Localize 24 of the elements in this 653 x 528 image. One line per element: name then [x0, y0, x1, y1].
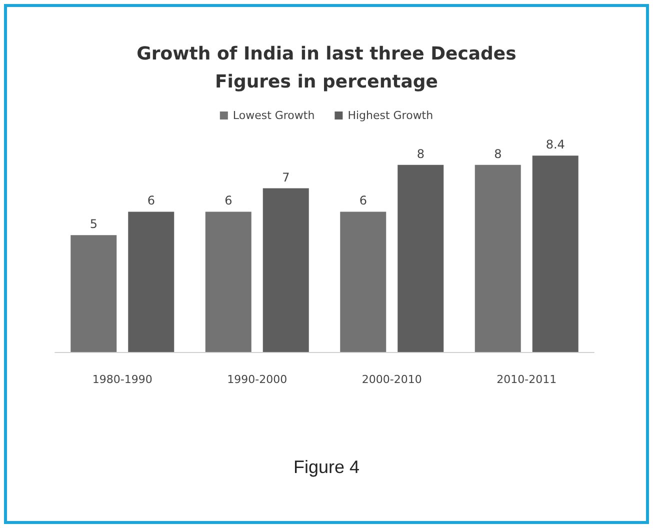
- caption: Figure 4: [292, 457, 361, 478]
- data-label: 6: [147, 194, 155, 208]
- x-tick-label: 1990-2000: [227, 373, 288, 386]
- data-label: 8.4: [546, 138, 565, 152]
- x-tick-label: 2010-2011: [496, 373, 557, 386]
- legend-label: Lowest Growth: [232, 109, 315, 122]
- data-label: 6: [359, 194, 367, 208]
- data-label: 6: [224, 194, 232, 208]
- bar: [205, 212, 252, 352]
- data-label: 8: [416, 146, 424, 161]
- bar: [398, 164, 444, 352]
- bar: [70, 235, 117, 352]
- bar: [474, 164, 521, 352]
- chart-title: Growth of India in last three Decades Figures in percentage: [136, 44, 516, 92]
- x-tick-label: 2000-2010: [362, 373, 422, 386]
- x-tick-label: 1980-1990: [92, 373, 152, 386]
- bar: [340, 212, 386, 352]
- legend-label: Highest Growth: [348, 109, 434, 122]
- bar: [532, 156, 578, 352]
- bar: [262, 188, 309, 352]
- data-label: 8: [494, 146, 502, 161]
- data-label: 7: [282, 170, 290, 184]
- data-label: 5: [90, 217, 98, 232]
- bar: [128, 212, 174, 352]
